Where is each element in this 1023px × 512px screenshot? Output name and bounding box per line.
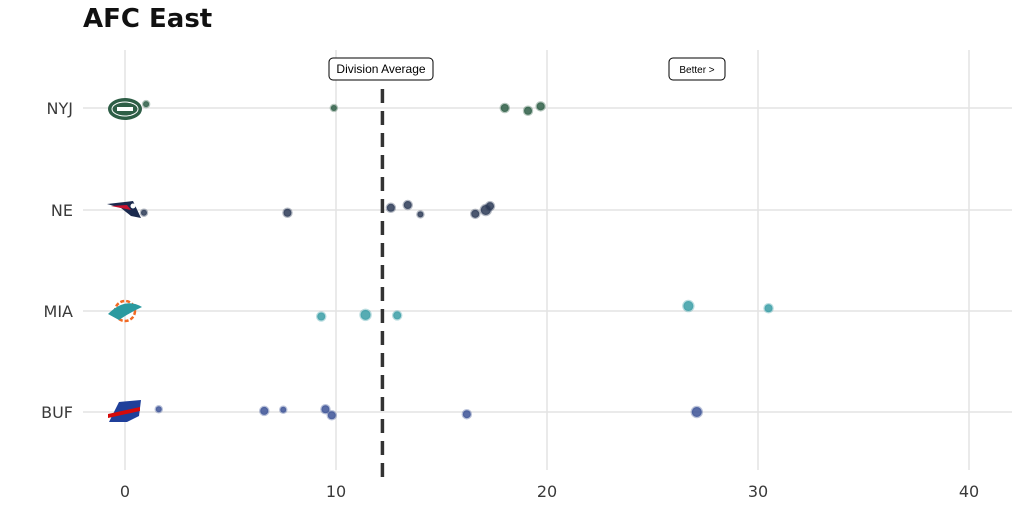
data-point-nyj [141, 99, 151, 109]
data-point-nyj [522, 105, 534, 116]
data-point-buf [461, 408, 473, 420]
x-tick-label: 0 [120, 482, 130, 501]
data-point-ne [416, 210, 425, 219]
data-point-ne [402, 199, 413, 211]
patriots-logo [107, 201, 141, 218]
x-tick-label: 40 [959, 482, 979, 501]
data-point-nyj [499, 102, 511, 114]
data-point-nyj [535, 101, 546, 112]
division-average-label: Division Average [328, 57, 434, 81]
better-annotation: Better > [668, 57, 726, 81]
data-point-ne [385, 202, 397, 214]
data-point-buf [320, 404, 331, 415]
x-tick-label: 20 [537, 482, 557, 501]
data-point-buf [279, 405, 288, 415]
x-tick-label: 10 [326, 482, 346, 501]
data-point-mia [682, 299, 695, 313]
data-point-ne [139, 208, 149, 217]
y-tick-label: BUF [41, 403, 73, 422]
data-point-buf [690, 405, 704, 419]
data-point-buf [326, 410, 338, 421]
data-point-mia [763, 303, 774, 314]
better-annotation-text: Better > [679, 65, 714, 76]
y-tick-label: NYJ [47, 99, 73, 118]
dolphins-logo [108, 299, 142, 323]
data-point-mia [315, 311, 327, 322]
data-point-ne [484, 200, 496, 212]
data-point-nyj [329, 103, 339, 113]
chart-title: AFC East [83, 4, 213, 34]
jets-logo [108, 98, 142, 120]
data-point-buf [154, 405, 164, 414]
data-point-ne [470, 208, 481, 220]
data-point-mia [391, 310, 403, 321]
y-tick-label: NE [51, 201, 73, 220]
division-average-text: Division Average [336, 62, 425, 76]
x-tick-label: 30 [748, 482, 768, 501]
bills-logo [108, 400, 141, 422]
y-tick-label: MIA [44, 302, 74, 321]
data-point-mia [359, 308, 372, 322]
data-point-buf [259, 405, 270, 417]
data-point-ne [282, 207, 293, 218]
